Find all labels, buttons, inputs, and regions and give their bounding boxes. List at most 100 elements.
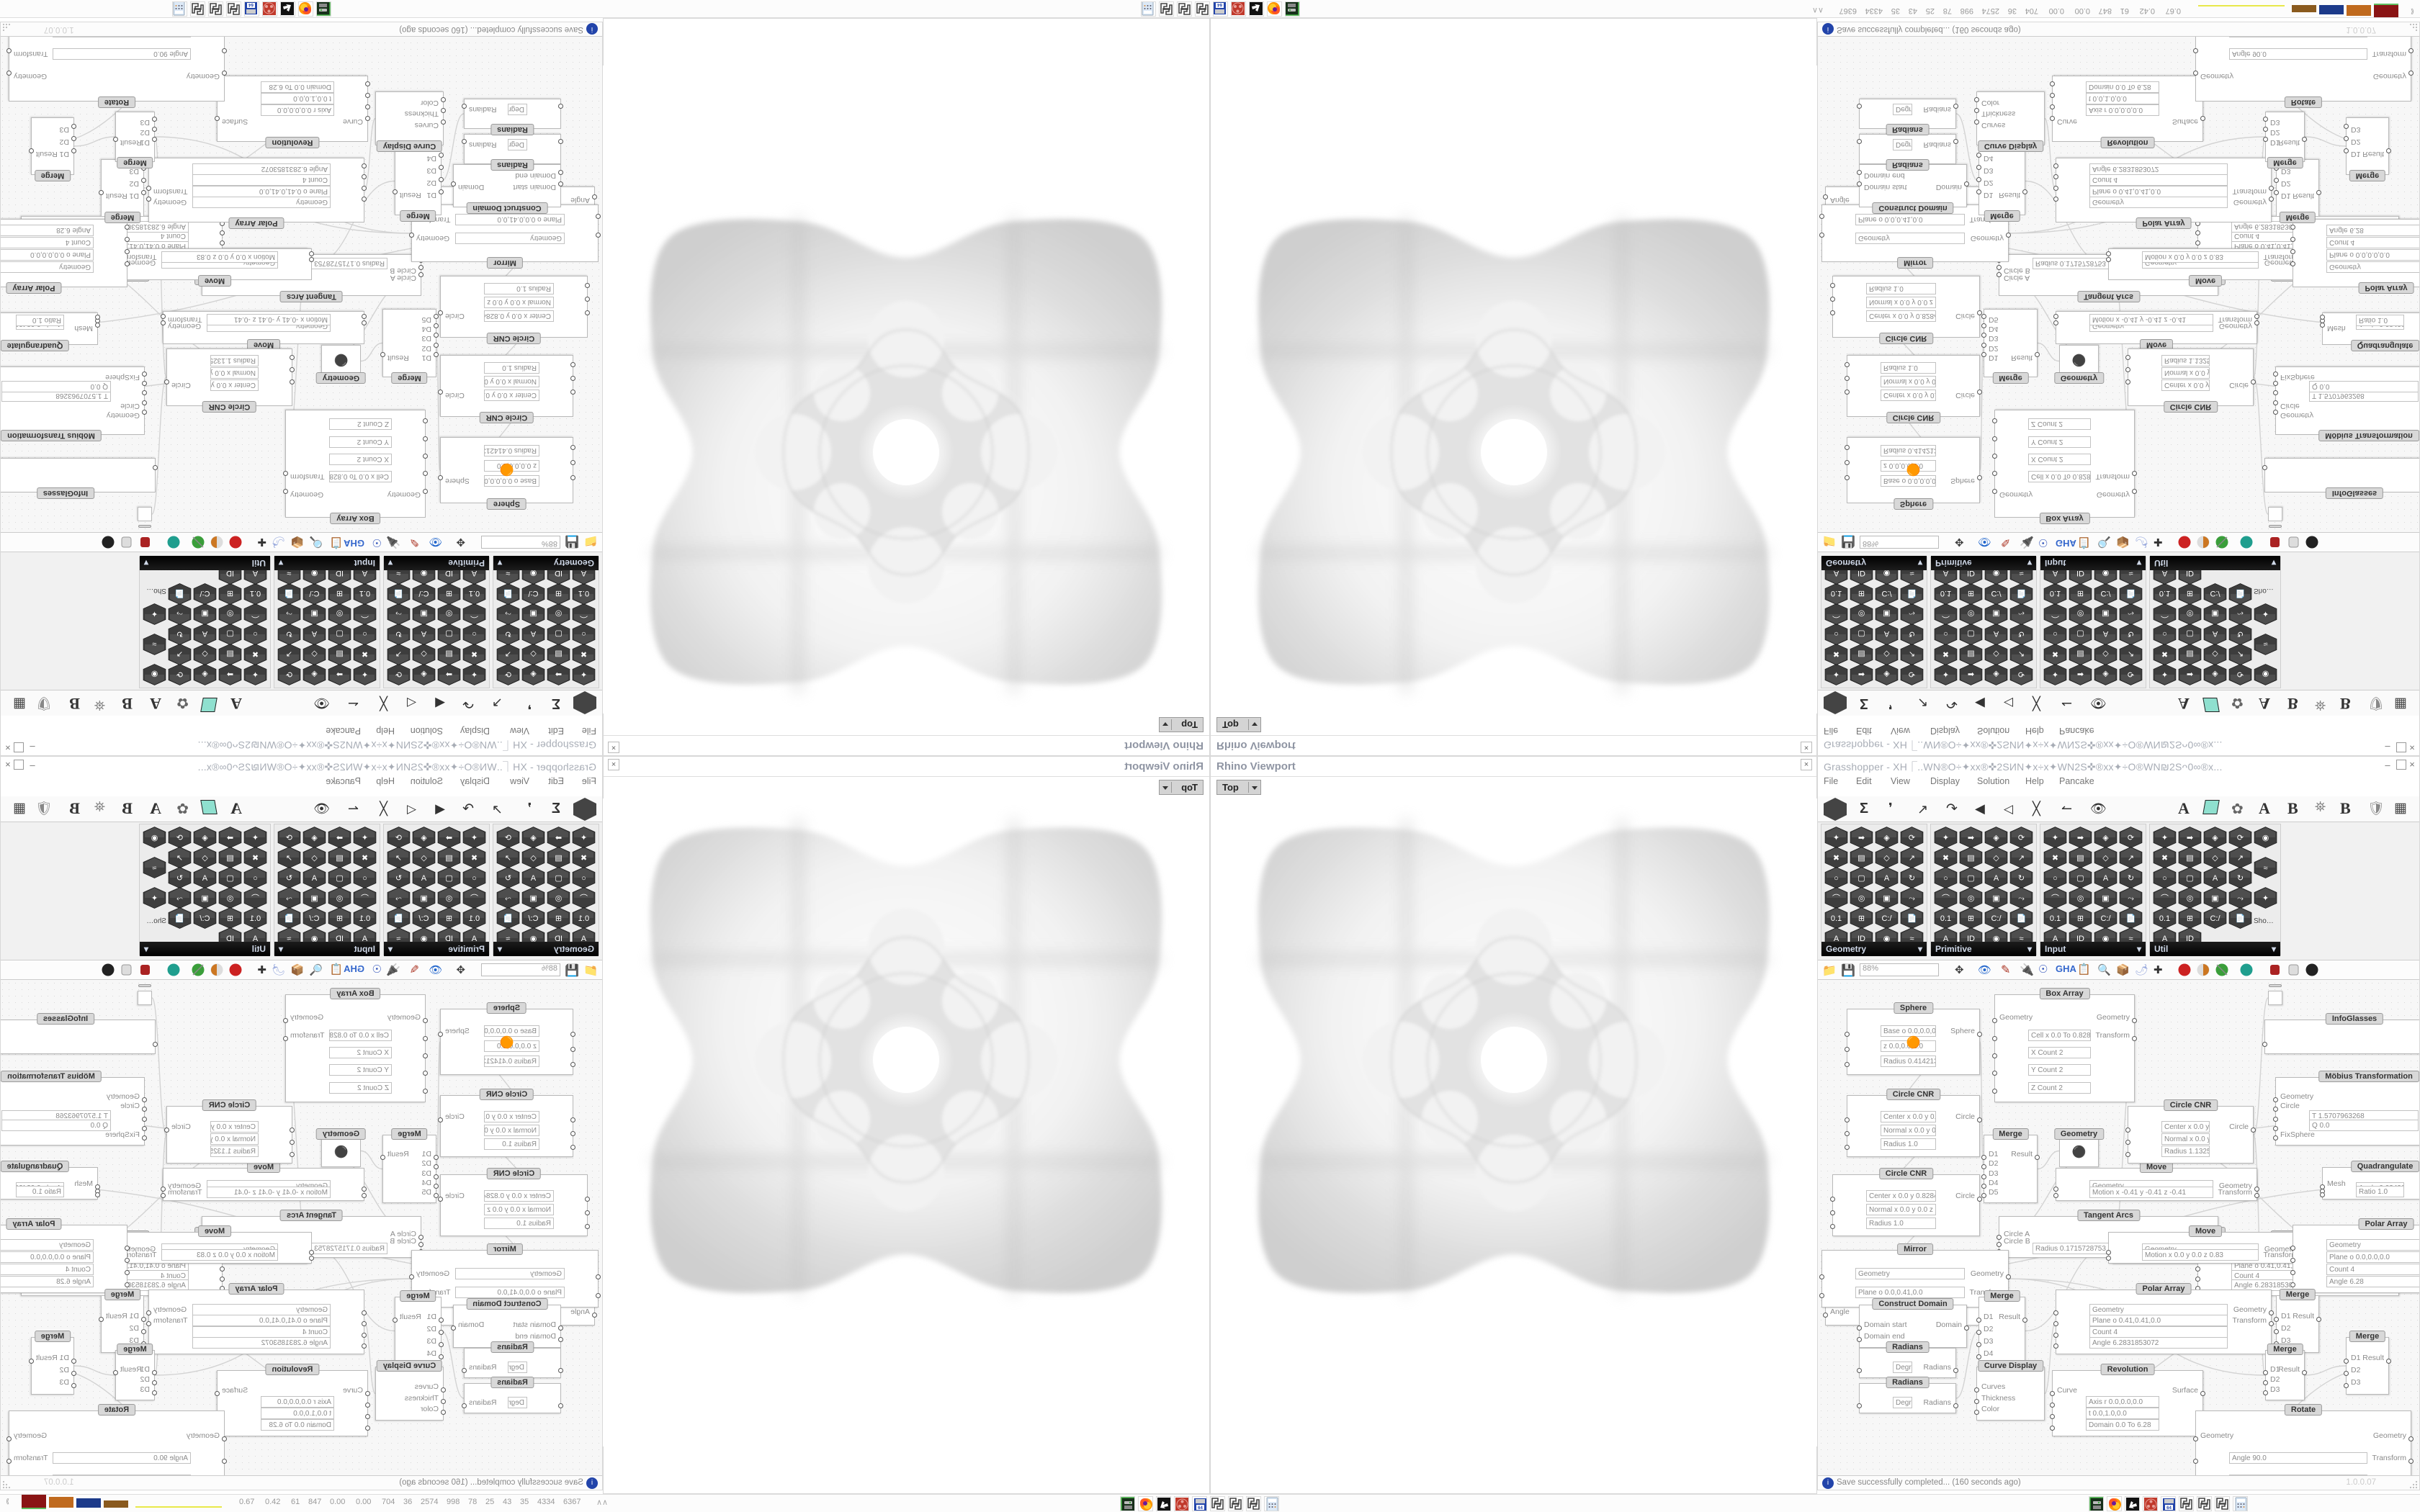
svg-text:0.1: 0.1 bbox=[1940, 589, 1951, 598]
svg-text:✖: ✖ bbox=[2052, 854, 2058, 863]
svg-text:◎: ◎ bbox=[336, 894, 344, 903]
svg-text:📄: 📄 bbox=[503, 914, 514, 923]
svg-text:◈: ◈ bbox=[421, 670, 427, 678]
svg-text:◉: ◉ bbox=[2262, 834, 2269, 842]
svg-text:◈: ◈ bbox=[311, 670, 318, 678]
svg-text:✦: ✦ bbox=[471, 670, 478, 678]
svg-text:▤: ▤ bbox=[555, 854, 562, 863]
svg-text:⟳: ⟳ bbox=[2237, 834, 2244, 842]
svg-text:📄: 📄 bbox=[1907, 589, 1917, 598]
svg-text:▤: ▤ bbox=[1857, 649, 1865, 658]
svg-text:✦: ✦ bbox=[2262, 894, 2269, 903]
svg-text:⤳: ⤳ bbox=[395, 609, 402, 618]
svg-text:⌒: ⌒ bbox=[1942, 894, 1950, 903]
svg-text:↻: ↻ bbox=[286, 629, 292, 638]
svg-text:⟳: ⟳ bbox=[1909, 670, 1915, 678]
svg-text:⊞: ⊞ bbox=[1968, 589, 1974, 598]
svg-text:○: ○ bbox=[472, 874, 477, 883]
svg-text:◇: ◇ bbox=[202, 649, 208, 658]
svg-text:≈: ≈ bbox=[152, 864, 156, 873]
svg-text:⌒: ⌒ bbox=[1942, 609, 1950, 618]
svg-text:➡: ➡ bbox=[1858, 670, 1865, 678]
svg-text:⟳: ⟳ bbox=[2018, 670, 2025, 678]
svg-text:C:/: C:/ bbox=[309, 589, 320, 598]
svg-text:➡: ➡ bbox=[2187, 670, 2193, 678]
svg-text:⊞: ⊞ bbox=[2187, 914, 2193, 923]
svg-text:≈: ≈ bbox=[152, 639, 156, 648]
svg-text:↻: ↻ bbox=[1909, 874, 1915, 883]
svg-text:◎: ◎ bbox=[227, 609, 234, 618]
svg-text:▣: ▣ bbox=[1992, 894, 1999, 903]
svg-text:◇: ◇ bbox=[2212, 649, 2218, 658]
svg-text:▤: ▤ bbox=[1967, 854, 1974, 863]
svg-text:⊞: ⊞ bbox=[336, 589, 343, 598]
svg-text:✖: ✖ bbox=[1942, 854, 1949, 863]
svg-text:○: ○ bbox=[581, 629, 586, 638]
svg-text:C:/: C:/ bbox=[528, 914, 539, 923]
svg-text:0.1: 0.1 bbox=[469, 589, 480, 598]
svg-text:▢: ▢ bbox=[336, 874, 343, 883]
svg-text:C:/: C:/ bbox=[1881, 589, 1892, 598]
svg-text:▢: ▢ bbox=[445, 874, 452, 883]
svg-text:64: 64 bbox=[2166, 1506, 2172, 1511]
svg-text:↻: ↻ bbox=[176, 874, 183, 883]
svg-text:➡: ➡ bbox=[2187, 834, 2193, 842]
svg-text:✖: ✖ bbox=[1833, 854, 1839, 863]
svg-text:◇: ◇ bbox=[311, 854, 318, 863]
svg-text:0.1: 0.1 bbox=[1940, 914, 1951, 923]
svg-text:✦: ✦ bbox=[581, 834, 587, 842]
svg-text:C:/: C:/ bbox=[1991, 589, 2002, 598]
svg-text:▢: ▢ bbox=[555, 629, 562, 638]
svg-text:▢: ▢ bbox=[1857, 629, 1865, 638]
svg-text:↻: ↻ bbox=[395, 629, 402, 638]
svg-text:○: ○ bbox=[253, 629, 258, 638]
svg-text:↗: ↗ bbox=[2128, 649, 2134, 658]
svg-text:0.1: 0.1 bbox=[250, 589, 261, 598]
svg-text:◇: ◇ bbox=[311, 649, 318, 658]
svg-text:▤: ▤ bbox=[336, 649, 343, 658]
svg-text:📄: 📄 bbox=[2017, 589, 2027, 598]
svg-text:⊞: ⊞ bbox=[227, 914, 233, 923]
svg-text:◈: ◈ bbox=[530, 670, 537, 678]
svg-text:➡: ➡ bbox=[227, 834, 233, 842]
svg-text:◎: ◎ bbox=[555, 894, 563, 903]
svg-text:✖: ✖ bbox=[252, 854, 259, 863]
svg-text:0.1: 0.1 bbox=[578, 914, 589, 923]
svg-text:⟳: ⟳ bbox=[176, 670, 183, 678]
svg-text:✖: ✖ bbox=[362, 854, 368, 863]
svg-text:◇: ◇ bbox=[1883, 649, 1890, 658]
svg-text:✖: ✖ bbox=[1833, 649, 1839, 658]
svg-text:↻: ↻ bbox=[2018, 874, 2025, 883]
svg-text:▤: ▤ bbox=[1967, 649, 1974, 658]
svg-text:⤳: ⤳ bbox=[2018, 609, 2025, 618]
svg-text:✦: ✦ bbox=[1942, 670, 1949, 678]
svg-text:⤳: ⤳ bbox=[2128, 609, 2134, 618]
svg-text:▣: ▣ bbox=[2102, 894, 2109, 903]
svg-text:64: 64 bbox=[1217, 2, 1222, 6]
svg-text:▣: ▣ bbox=[310, 894, 318, 903]
svg-text:▢: ▢ bbox=[1967, 629, 1974, 638]
svg-text:◎: ◎ bbox=[2077, 609, 2084, 618]
svg-text:⊞: ⊞ bbox=[446, 589, 452, 598]
svg-text:C:/: C:/ bbox=[418, 589, 429, 598]
svg-text:⤳: ⤳ bbox=[2128, 894, 2134, 903]
svg-text:⌒: ⌒ bbox=[251, 894, 259, 903]
svg-text:○: ○ bbox=[2162, 629, 2167, 638]
svg-text:↻: ↻ bbox=[2237, 629, 2244, 638]
svg-text:◈: ◈ bbox=[202, 834, 208, 842]
svg-text:✦: ✦ bbox=[1833, 834, 1839, 842]
svg-text:⌒: ⌒ bbox=[1832, 609, 1840, 618]
svg-text:64: 64 bbox=[1198, 1506, 1203, 1511]
svg-text:➡: ➡ bbox=[336, 670, 343, 678]
svg-text:◎: ◎ bbox=[336, 609, 344, 618]
svg-text:◎: ◎ bbox=[1968, 894, 1975, 903]
svg-text:↗: ↗ bbox=[2237, 854, 2244, 863]
svg-text:⊞: ⊞ bbox=[227, 589, 233, 598]
svg-text:➡: ➡ bbox=[2077, 834, 2084, 842]
svg-text:▤: ▤ bbox=[2076, 649, 2084, 658]
svg-text:◈: ◈ bbox=[421, 834, 427, 842]
svg-text:▤: ▤ bbox=[2186, 854, 2193, 863]
svg-text:C:/: C:/ bbox=[2210, 914, 2220, 923]
svg-text:⤳: ⤳ bbox=[505, 609, 511, 618]
svg-text:◎: ◎ bbox=[1858, 609, 1865, 618]
